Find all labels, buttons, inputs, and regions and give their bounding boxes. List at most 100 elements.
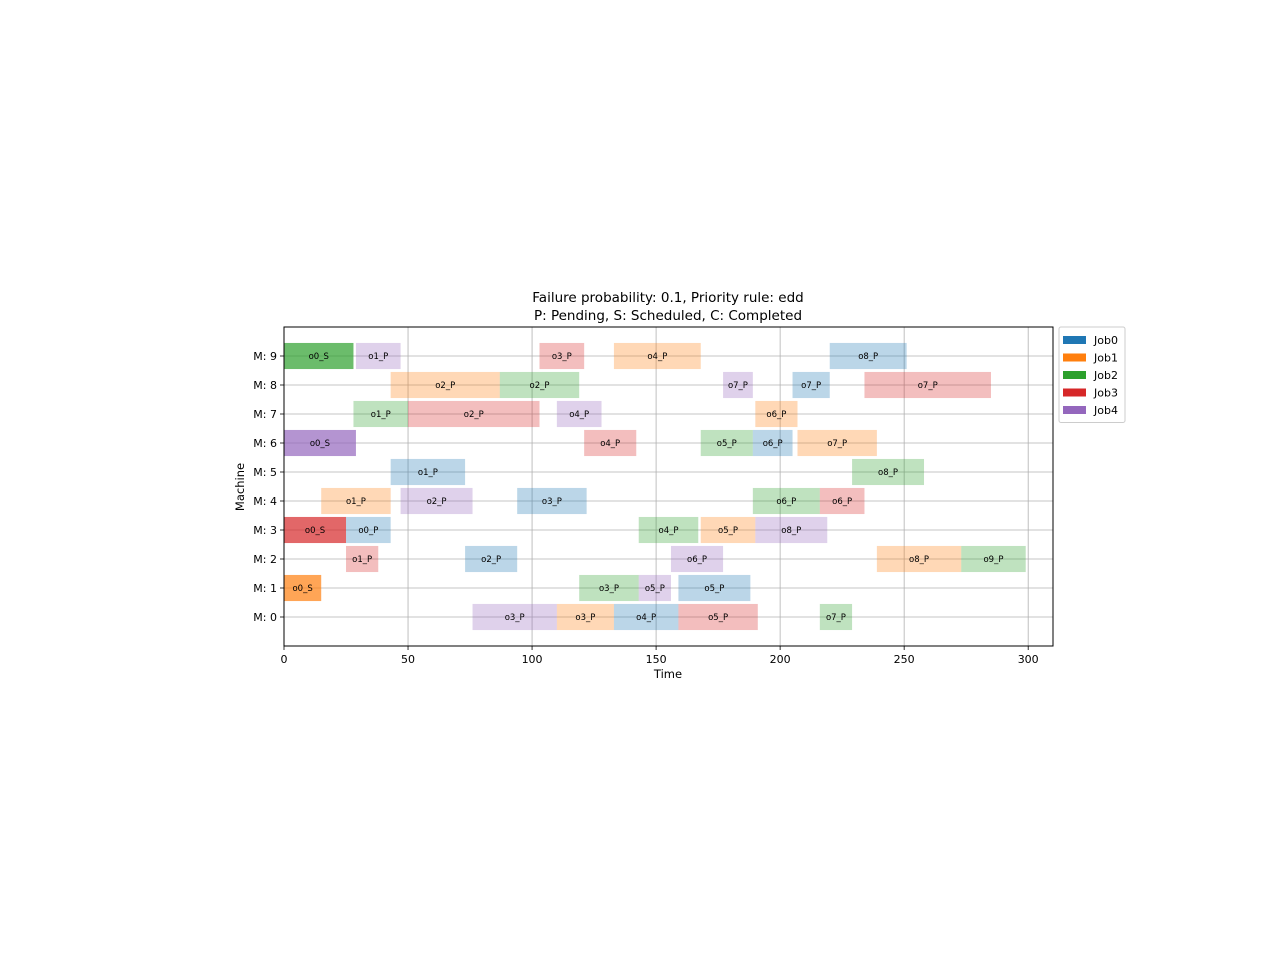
task-bar xyxy=(353,400,409,428)
task-bar xyxy=(321,487,391,515)
task-label: o6_P xyxy=(763,439,783,449)
task-bar xyxy=(539,342,585,370)
task-bar xyxy=(346,545,379,573)
task-bar xyxy=(797,429,877,457)
task-label: o5_P xyxy=(645,584,665,594)
task-label: o2_P xyxy=(481,555,501,565)
task-bar xyxy=(390,371,500,399)
task-bar xyxy=(284,516,347,544)
task-label: o3_P xyxy=(505,613,525,623)
chart-title-line2: P: Pending, S: Scheduled, C: Completed xyxy=(534,308,802,324)
task-bar xyxy=(390,458,466,486)
task-label: o1_P xyxy=(418,468,438,478)
legend-label: Job1 xyxy=(1093,352,1118,365)
x-tick-label: 200 xyxy=(770,653,791,666)
legend-swatch xyxy=(1063,388,1086,397)
task-label: o4_P xyxy=(569,410,589,420)
task-bar xyxy=(819,603,853,631)
task-bar xyxy=(408,400,540,428)
x-tick-label: 100 xyxy=(522,653,543,666)
task-bar xyxy=(852,458,925,486)
task-bar xyxy=(346,516,391,544)
y-tick-label: M: 3 xyxy=(253,524,277,537)
legend-label: Job3 xyxy=(1093,387,1118,400)
task-bar xyxy=(864,371,991,399)
task-bar xyxy=(792,371,830,399)
task-bar xyxy=(517,487,587,515)
task-label: o4_P xyxy=(636,613,656,623)
task-label: o8_P xyxy=(858,352,878,362)
task-bar xyxy=(638,516,699,544)
task-bar xyxy=(556,400,602,428)
task-label: o7_P xyxy=(826,613,846,623)
task-label: o4_P xyxy=(647,352,667,362)
y-tick-label: M: 8 xyxy=(253,379,277,392)
y-tick-label: M: 2 xyxy=(253,553,277,566)
task-label: o5_P xyxy=(717,439,737,449)
task-bar xyxy=(284,574,322,602)
task-label: o0_S xyxy=(292,584,312,594)
legend: Job0 Job1 Job2 Job3 Job4 xyxy=(1058,326,1126,423)
task-label: o9_P xyxy=(983,555,1003,565)
legend-label: Job4 xyxy=(1093,404,1118,417)
legend-swatch xyxy=(1063,336,1086,344)
task-bar xyxy=(723,371,753,399)
task-label: o7_P xyxy=(728,381,748,391)
y-axis-ticks: M: 0 M: 1 M: 2 M: 3 M: 4 M: 5 M: 6 M: 7 M: 8 M: 9 xyxy=(253,350,284,624)
task-bar xyxy=(556,603,614,631)
task-label: o3_P xyxy=(542,497,562,507)
y-tick-label: M: 4 xyxy=(253,495,277,508)
task-label: o3_P xyxy=(575,613,595,623)
y-tick-label: M: 9 xyxy=(253,350,277,363)
task-label: o0_S xyxy=(309,352,329,362)
task-label: o0_P xyxy=(358,526,378,536)
task-label: o6_P xyxy=(776,497,796,507)
task-label: o1_P xyxy=(346,497,366,507)
task-label: o2_P xyxy=(435,381,455,391)
x-tick-label: 150 xyxy=(646,653,667,666)
y-tick-label: M: 1 xyxy=(253,582,277,595)
task-bar xyxy=(400,487,473,515)
task-label: o2_P xyxy=(427,497,447,507)
task-bar xyxy=(584,429,637,457)
task-bar xyxy=(829,342,907,370)
task-label: o2_P xyxy=(464,410,484,420)
legend-box xyxy=(1058,326,1126,423)
y-tick-label: M: 5 xyxy=(253,466,277,479)
task-bar xyxy=(613,342,701,370)
task-bar xyxy=(465,545,518,573)
task-bar xyxy=(284,429,356,457)
task-label: o0_S xyxy=(310,439,330,449)
task-bar xyxy=(755,400,798,428)
task-label: o2_P xyxy=(530,381,550,391)
task-bar xyxy=(678,603,758,631)
legend-label: Job0 xyxy=(1093,334,1118,347)
x-tick-label: 250 xyxy=(894,653,915,666)
task-label: o7_P xyxy=(801,381,821,391)
legend-swatch xyxy=(1063,406,1086,414)
task-bar xyxy=(961,545,1026,573)
plot-frame xyxy=(283,326,1054,647)
task-label: o1_P xyxy=(352,555,372,565)
task-label: o8_P xyxy=(781,526,801,536)
legend-swatch xyxy=(1063,371,1086,379)
task-label: o5_P xyxy=(718,526,738,536)
task-label: o5_P xyxy=(708,613,728,623)
legend-label: Job2 xyxy=(1093,369,1118,382)
task-label: o3_P xyxy=(552,352,572,362)
x-tick-label: 50 xyxy=(401,653,415,666)
task-bar xyxy=(670,545,724,573)
task-bars: o0_S o1_P o3_P o4_P o8_P o2_P o2_P o7_P o7_P o7_P… xyxy=(284,342,1026,631)
chart-title-line1: Failure probability: 0.1, Priority rule:… xyxy=(532,290,803,306)
task-bar xyxy=(755,516,828,544)
task-bar xyxy=(700,429,753,457)
legend-swatch xyxy=(1063,353,1086,362)
task-label: o7_P xyxy=(827,439,847,449)
x-axis-label: Time xyxy=(653,667,682,681)
task-label: o1_P xyxy=(368,352,388,362)
task-label: o8_P xyxy=(878,468,898,478)
y-axis-label: Machine xyxy=(233,463,247,511)
task-bar xyxy=(472,603,557,631)
task-bar xyxy=(284,342,354,370)
